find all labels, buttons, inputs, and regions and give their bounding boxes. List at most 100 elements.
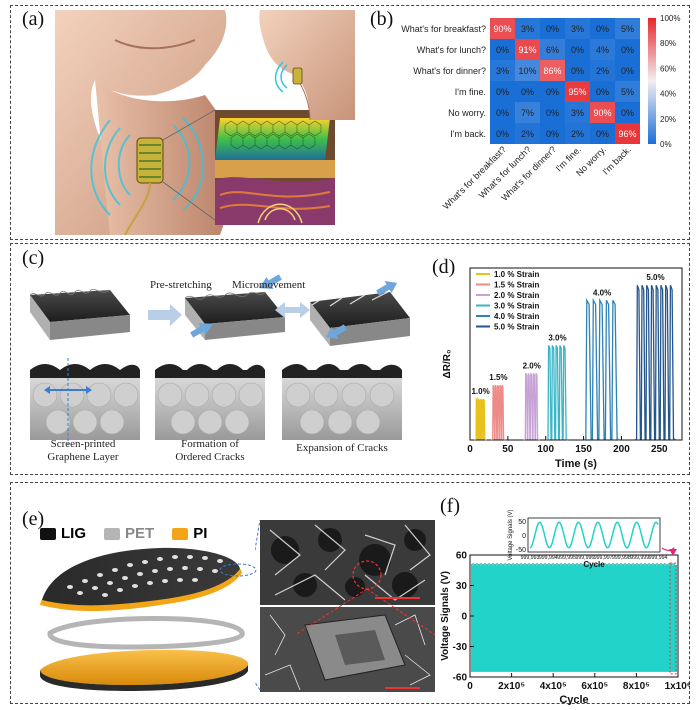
series-peak-label: 4.0% [593,288,611,297]
x-tick-label: 8x10⁵ [623,681,650,692]
y-axis-label: Voltage Signals (V) [440,571,451,661]
legend-swatch-lig [40,527,56,540]
matrix-cell [515,81,540,102]
legend-item-pi: PI [172,525,207,542]
matrix-value: 95% [568,87,586,97]
colorbar-tick: 20% [660,115,676,124]
inset-signal-line [529,521,659,549]
legend-swatch-pet [104,527,120,540]
series-line [634,284,677,441]
matrix-cell [490,39,515,60]
panel-e-insole-illustration [40,547,257,691]
matrix-cell [615,123,640,144]
matrix-cell [515,39,540,60]
panel-e-legend: LIG PET PI [40,525,207,542]
matrix-value: 6% [546,45,559,55]
matrix-value: 0% [546,108,559,118]
matrix-cell [565,60,590,81]
matrix-value: 90% [593,108,611,118]
panel-a-label: (a) [22,8,45,30]
series-line [546,345,569,441]
y-tick-label: 60 [456,551,468,562]
matrix-cell [615,60,640,81]
x-tick-label: 200 [613,444,630,455]
colorbar-tick: 100% [660,14,680,23]
inset-x-tick-label: 999,994 [649,555,668,561]
x-tick-label: 4x10⁵ [540,681,567,692]
matrix-cell [615,102,640,123]
matrix-value: 86% [543,66,561,76]
matrix-value: 0% [596,87,609,97]
matrix-value: 3% [521,24,534,34]
legend-label-pet: PET [125,525,155,542]
caption-cracks-line1: Formation of [181,438,239,450]
graphene-block-3 [310,280,410,346]
signal-band [471,565,677,672]
double-arrow [275,302,310,318]
matrix-cell [565,123,590,144]
matrix-value: 5% [621,87,634,97]
row-label: What's for breakfast? [401,24,486,34]
panel-c-label: (c) [22,247,45,269]
panel-e-label: (e) [22,508,45,530]
cross-section-2 [155,364,265,440]
legend-label: 2.0 % Strain [494,291,539,300]
x-tick-label: 150 [575,444,592,455]
inset-y-tick-label: -50 [516,547,526,554]
matrix-cell [540,102,565,123]
pi-base-layer [40,649,249,691]
panel-a-illustration [55,10,360,235]
matrix-cell [590,60,615,81]
caption-ordered-cracks: Formation of Ordered Cracks [155,438,265,464]
matrix-cell [565,102,590,123]
matrix-cell [540,81,565,102]
matrix-cell [515,60,540,81]
x-axis-label: Cycle [559,694,588,705]
panel-e-f-frame [10,482,690,704]
matrix-value: 0% [571,66,584,76]
matrix-value: 96% [618,129,636,139]
matrix-value: 0% [546,24,559,34]
panel-b-label: (b) [370,8,394,30]
legend-label: 1.0 % Strain [494,270,539,279]
caption-graphene-line2: Graphene Layer [47,451,119,463]
panel-d-label: (d) [432,256,456,278]
matrix-value: 0% [496,45,509,55]
matrix-cell [615,81,640,102]
x-tick-label: 2x10⁵ [498,681,525,692]
caption-graphene-line1: Screen-printed [50,438,116,450]
matrix-value: 2% [571,129,584,139]
matrix-value: 91% [518,45,536,55]
lig-insole-layer [40,547,242,612]
sem-image-top [260,520,435,605]
sensor-zoom-inset [215,110,335,225]
inset-x-tick-label: 999,995 [557,555,576,561]
series-peak-label: 3.0% [548,333,566,342]
colorbar-tick: 60% [660,64,676,73]
inset-x-tick-label: 999,997 [594,555,613,561]
inset-pointer-arrowhead [669,549,677,556]
cross-section-3 [282,364,402,440]
legend-item-pet: PET [104,525,154,542]
matrix-cell [565,81,590,102]
matrix-value: 0% [621,108,634,118]
series-peak-label: 5.0% [646,273,664,282]
matrix-cell [540,18,565,39]
x-tick-label: 100 [537,444,554,455]
label-pre-stretching: Pre-stretching [150,279,212,291]
matrix-cell [590,81,615,102]
matrix-value: 5% [621,24,634,34]
legend-item-lig: LIG [40,525,86,542]
matrix-value: 2% [521,129,534,139]
series-peak-label: 1.5% [489,373,507,382]
panel-f-label: (f) [440,495,460,517]
matrix-value: 3% [571,108,584,118]
x-tick-label: 50 [502,444,514,455]
y-tick-label: 0 [461,612,467,623]
pet-ring-layer [47,616,245,650]
colorbar [648,18,656,144]
matrix-value: 0% [596,129,609,139]
arrow-right-1 [148,304,182,326]
matrix-value: 0% [496,108,509,118]
